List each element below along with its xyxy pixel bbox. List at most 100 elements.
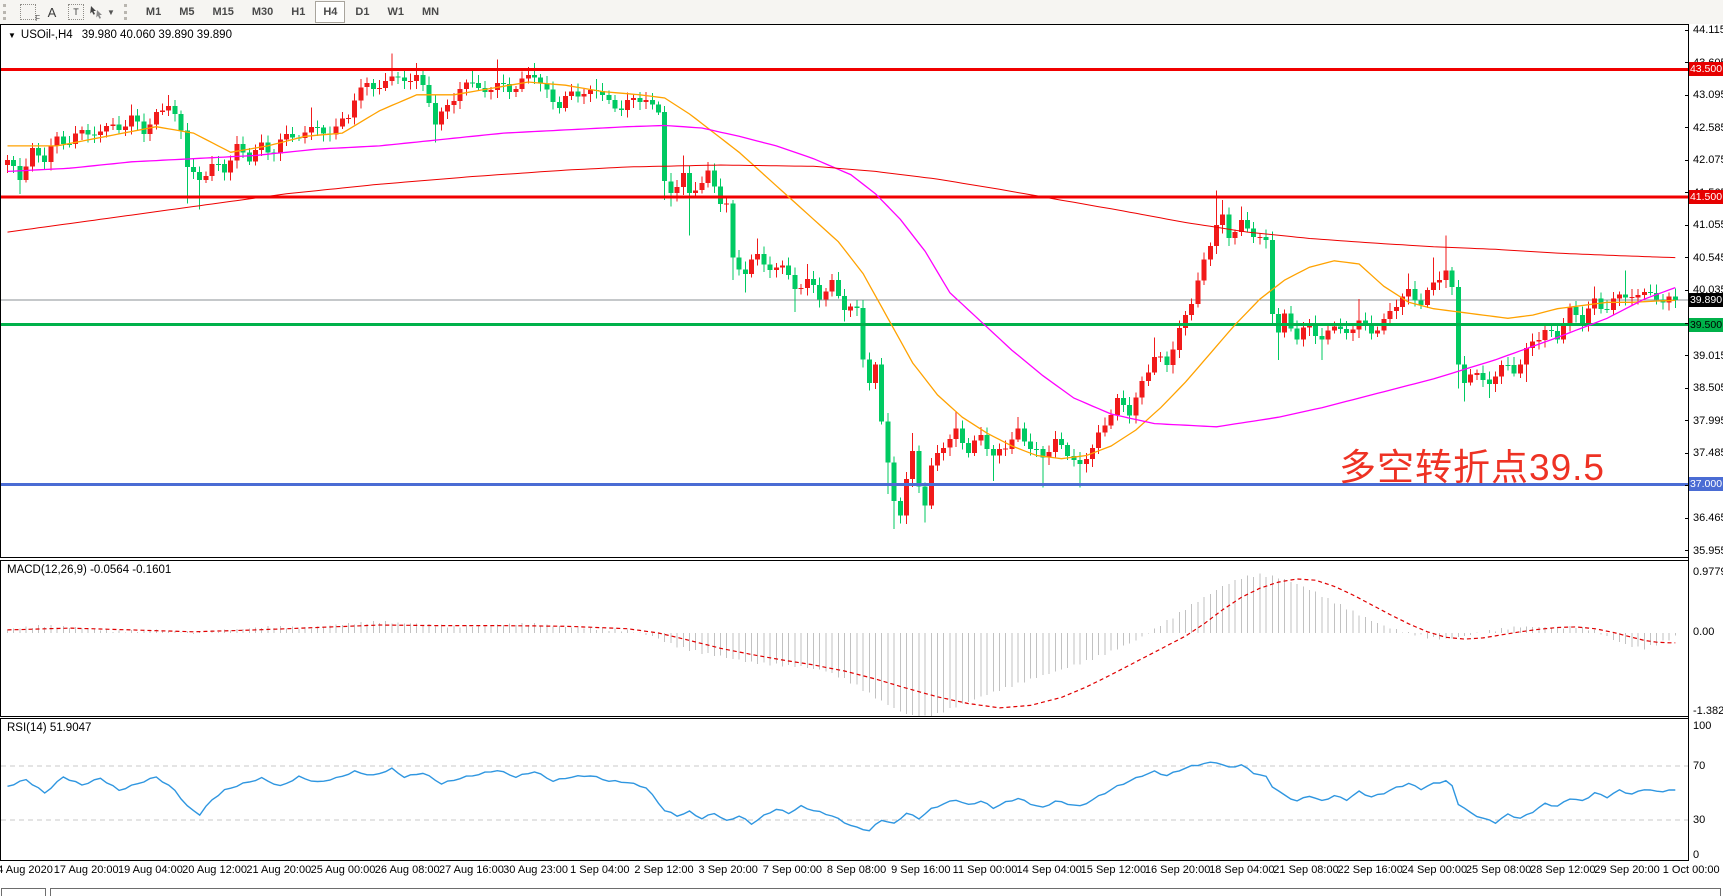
- price-tick-label: 36.465: [1693, 512, 1723, 525]
- price-tick-label: 40.545: [1693, 251, 1723, 264]
- macd-chart: [7, 573, 1676, 716]
- price-tick-mark: [1685, 127, 1689, 129]
- fill-tool-letter: F: [35, 14, 40, 23]
- time-axis-label: 14 Aug 2020: [0, 864, 53, 876]
- macd-panel[interactable]: MACD(12,26,9) -0.0564 -0.1601: [0, 560, 1688, 717]
- price-tick-label: 39.015: [1693, 349, 1723, 362]
- price-tick-mark: [1685, 62, 1689, 64]
- price-tick-label: 41.055: [1693, 219, 1723, 232]
- time-axis-label: 29 Sep 20:00: [1594, 864, 1660, 876]
- price-tick-mark: [1685, 289, 1689, 291]
- price-badge-39.500: 39.500: [1689, 317, 1723, 332]
- time-axis-label: 8 Sep 08:00: [826, 864, 887, 876]
- time-axis-label: 24 Sep 00:00: [1401, 864, 1468, 876]
- time-axis-label: 7 Sep 00:00: [762, 864, 823, 876]
- price-badge-37.000: 37.000: [1689, 477, 1723, 492]
- time-axis-label: 20 Aug 12:00: [182, 864, 248, 876]
- price-tick-mark: [1685, 257, 1689, 259]
- price-tick-mark: [1685, 322, 1689, 324]
- time-axis-label: 11 Sep 00:00: [952, 864, 1018, 876]
- price-tick-mark: [1685, 224, 1689, 226]
- price-tick-label: 37.485: [1693, 447, 1723, 460]
- price-tick-mark: [1685, 517, 1689, 519]
- timeframe-button-m5[interactable]: M5: [179, 6, 195, 18]
- timeframe-button-h1[interactable]: H1: [291, 6, 306, 18]
- price-tick-mark: [1685, 550, 1689, 552]
- timeframe-button-w1[interactable]: W1: [387, 6, 404, 18]
- time-axis-label: 22 Sep 16:00: [1337, 864, 1403, 876]
- time-axis-label: 3 Sep 20:00: [698, 864, 758, 876]
- candlestick-chart: [1, 53, 1688, 529]
- timeframe-button-d1[interactable]: D1: [355, 6, 370, 18]
- timeframe-button-h4[interactable]: H4: [315, 1, 346, 23]
- price-tick-mark: [1685, 485, 1689, 487]
- price-tick-label: 43.095: [1693, 89, 1723, 102]
- timeframe-button-m1[interactable]: M1: [145, 6, 162, 18]
- toolbar-grip[interactable]: [3, 4, 10, 20]
- time-axis-label: 1 Sep 04:00: [570, 864, 630, 876]
- chart-tab-area[interactable]: [50, 888, 1721, 896]
- rsi-chart: [1, 761, 1688, 832]
- time-axis-label: 27 Aug 16:00: [438, 864, 504, 876]
- main-chart-panel[interactable]: ▼ USOil-,H4 39.980 40.060 39.890 39.890 …: [0, 24, 1688, 558]
- time-axis-label: 19 Aug 04:00: [117, 864, 183, 876]
- chart-annotation-text: 多空转折点39.5: [1339, 447, 1606, 488]
- price-tick-mark: [1685, 192, 1689, 194]
- price-tick-mark: [1685, 159, 1689, 161]
- timeframe-button-m15[interactable]: M15: [212, 6, 234, 18]
- toolbar-grip-2[interactable]: [123, 4, 131, 20]
- price-badge-41.500: 41.500: [1689, 189, 1723, 204]
- time-axis-label: 28 Sep 12:00: [1530, 864, 1596, 876]
- time-axis-label: 2 Sep 12:00: [634, 864, 694, 876]
- timeframe-button-m30[interactable]: M30: [251, 6, 274, 18]
- price-tick-mark: [1685, 94, 1689, 96]
- price-badge-39.890: 39.890: [1689, 292, 1723, 307]
- time-axis-label: 25 Aug 00:00: [310, 864, 376, 876]
- price-tick-label: 37.995: [1693, 414, 1723, 427]
- toolbar: F A T ▼ M1 M5 M15 M30 H1 H4 D1 W1 MN: [0, 0, 1723, 25]
- rsi-tick-label: 0: [1693, 849, 1700, 861]
- arrows-tool-icon[interactable]: ▼: [89, 2, 115, 22]
- price-tick-mark: [1685, 355, 1689, 357]
- time-axis-label: 21 Sep 08:00: [1273, 864, 1339, 876]
- symbol-dropdown-icon[interactable]: ▼: [8, 30, 16, 40]
- rsi-label: RSI(14) 51.9047: [7, 722, 92, 734]
- macd-tick-label: -1.382: [1693, 705, 1723, 717]
- price-tick-label: 38.505: [1693, 382, 1723, 395]
- macd-tick-label: 0.00: [1693, 626, 1715, 638]
- timeframe-buttons: M1 M5 M15 M30 H1 H4 D1 W1 MN: [137, 1, 448, 23]
- rsi-panel[interactable]: RSI(14) 51.9047: [0, 718, 1688, 861]
- macd-label: MACD(12,26,9) -0.0564 -0.1601: [7, 564, 172, 576]
- time-axis-label: 25 Sep 08:00: [1465, 864, 1532, 876]
- price-tick-label: 42.075: [1693, 154, 1723, 167]
- fill-tool-icon[interactable]: F: [17, 2, 40, 23]
- price-tick-label: 35.955: [1693, 544, 1723, 557]
- price-tick-mark: [1685, 387, 1689, 389]
- label-tool-icon[interactable]: A: [47, 4, 57, 20]
- timeframe-button-mn[interactable]: MN: [421, 6, 440, 18]
- rsi-tick-label: 100: [1693, 720, 1712, 732]
- time-axis-label: 17 Aug 20:00: [53, 864, 119, 876]
- time-axis-label: 15 Sep 12:00: [1080, 864, 1147, 876]
- time-axis-label: 18 Sep 04:00: [1209, 864, 1275, 876]
- time-axis-label: 26 Aug 08:00: [374, 864, 440, 876]
- ohlc-values: 39.980 40.060 39.890 39.890: [81, 29, 232, 41]
- price-badge-43.500: 43.500: [1689, 62, 1723, 77]
- cascade-arrows-icon: [90, 6, 102, 19]
- time-axis-label: 16 Sep 20:00: [1144, 864, 1211, 876]
- time-axis-label: 9 Sep 16:00: [891, 864, 951, 876]
- text-tool-icon[interactable]: T: [65, 2, 87, 22]
- price-tick-mark: [1685, 452, 1689, 454]
- symbol-ohlc-row[interactable]: ▼ USOil-,H4 39.980 40.060 39.890 39.890: [8, 29, 232, 41]
- time-axis-label: 21 Aug 20:00: [246, 864, 312, 876]
- price-axis: [1689, 24, 1723, 861]
- chart-tab-bar: [0, 887, 1723, 896]
- chevron-down-icon: ▼: [107, 7, 115, 17]
- time-axis-label: 30 Aug 23:00: [503, 864, 569, 876]
- time-axis-label: 14 Sep 04:00: [1016, 864, 1082, 876]
- price-tick-mark: [1685, 420, 1689, 422]
- price-tick-label: 44.115: [1693, 24, 1723, 36]
- chart-tab[interactable]: [1, 888, 46, 896]
